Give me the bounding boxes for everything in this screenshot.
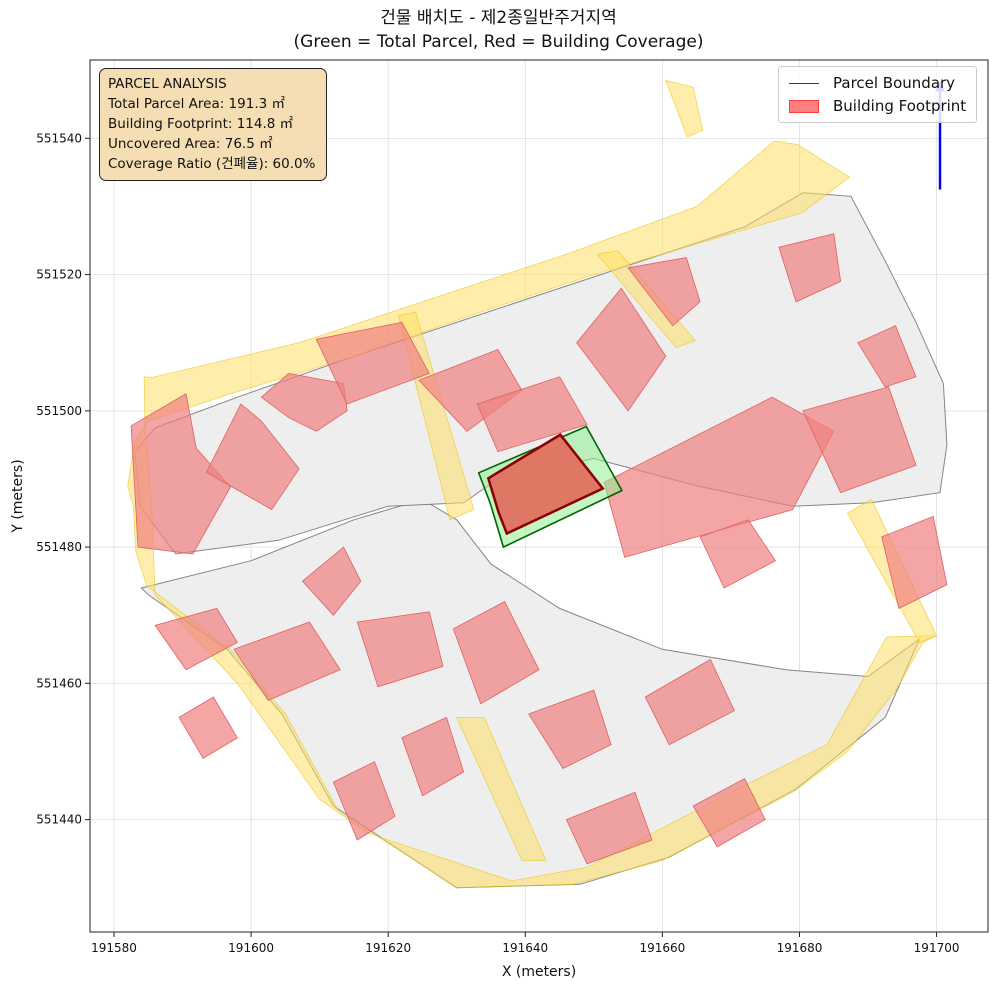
info-heading: PARCEL ANALYSIS — [108, 76, 227, 92]
neighbor-building — [301, 546, 362, 616]
neighbor-parcels-layer — [134, 192, 948, 889]
neighbor-building — [778, 233, 842, 303]
y-tick-label: 551500 — [36, 404, 82, 418]
info-building-footprint: Building Footprint: 114.8 ㎡ — [108, 116, 294, 132]
legend-patch-swatch — [789, 99, 819, 113]
neighbor-building — [692, 778, 766, 848]
neighbor-building — [802, 386, 917, 494]
legend-label-parcel-boundary: Parcel Boundary — [833, 74, 956, 92]
x-tick-label: 191680 — [777, 941, 823, 955]
info-uncovered-area: Uncovered Area: 76.5 ㎡ — [108, 136, 273, 152]
neighbor-building — [401, 716, 465, 797]
x-tick-label: 191700 — [914, 941, 960, 955]
legend-label-building-footprint: Building Footprint — [833, 97, 967, 115]
neighbor-building — [356, 611, 444, 688]
neighbor-building — [576, 287, 667, 412]
info-total-parcel-area: Total Parcel Area: 191.3 ㎡ — [108, 96, 285, 112]
road — [665, 79, 704, 138]
y-tick-label: 551440 — [36, 813, 82, 827]
road — [127, 140, 937, 889]
neighbor-building — [565, 791, 653, 865]
parcel-analysis-box: PARCEL ANALYSIS Total Parcel Area: 191.3… — [99, 68, 327, 181]
neighbor-buildings-layer — [130, 233, 948, 865]
target-parcel-layer — [477, 425, 624, 549]
y-axis-ticks: 551440 551460 551480 551500 551520 551540 — [36, 131, 90, 827]
chart-title-line1: 건물 배치도 - 제2종일반주거지역 — [380, 8, 617, 28]
x-tick-label: 191600 — [228, 941, 274, 955]
y-tick-label: 551520 — [36, 268, 82, 282]
x-tick-label: 191640 — [502, 941, 548, 955]
chart-title-line2: (Green = Total Parcel, Red = Building Co… — [293, 32, 704, 52]
neighbor-building — [627, 257, 701, 327]
x-axis-ticks: 191580 191600 191620 191640 191660 191680 1917… — [91, 932, 959, 955]
neighbor-building — [644, 658, 735, 746]
neighbor-building — [205, 403, 300, 511]
neighbor-building — [452, 601, 540, 705]
x-tick-label: 191620 — [365, 941, 411, 955]
x-tick-label: 191660 — [639, 941, 685, 955]
neighbor-building — [178, 696, 238, 759]
neighbor-building — [233, 621, 341, 701]
y-tick-label: 551540 — [36, 131, 82, 145]
x-tick-label: 191580 — [91, 941, 137, 955]
neighbor-building — [857, 325, 917, 388]
legend-item-parcel-boundary: Parcel Boundary — [789, 73, 955, 93]
neighbor-building — [315, 321, 430, 405]
map-layers — [127, 79, 948, 889]
y-tick-label: 551480 — [36, 540, 82, 554]
legend-line-swatch — [789, 82, 819, 84]
y-axis-label: Y (meters) — [10, 459, 26, 533]
neighbor-building — [130, 393, 231, 555]
legend-item-building-footprint: Building Footprint — [789, 96, 966, 116]
neighbor-building — [881, 515, 948, 609]
neighbor-building — [154, 607, 238, 671]
neighbor-building — [332, 761, 396, 841]
road — [456, 717, 547, 861]
neighbor-building — [699, 519, 777, 589]
x-axis-label: X (meters) — [502, 964, 576, 980]
neighbor-building — [528, 689, 612, 770]
neighbor-building — [260, 372, 348, 432]
y-tick-label: 551460 — [36, 676, 82, 690]
info-coverage-ratio: Coverage Ratio (건폐율): 60.0% — [108, 156, 316, 172]
legend: Parcel Boundary Building Footprint — [778, 66, 977, 123]
chart-title: 건물 배치도 - 제2종일반주거지역 (Green = Total Parcel… — [0, 6, 997, 54]
target-building — [486, 433, 605, 536]
neighbor-building — [476, 376, 588, 453]
plot-frame — [89, 59, 989, 933]
neighbor-building — [603, 396, 835, 558]
